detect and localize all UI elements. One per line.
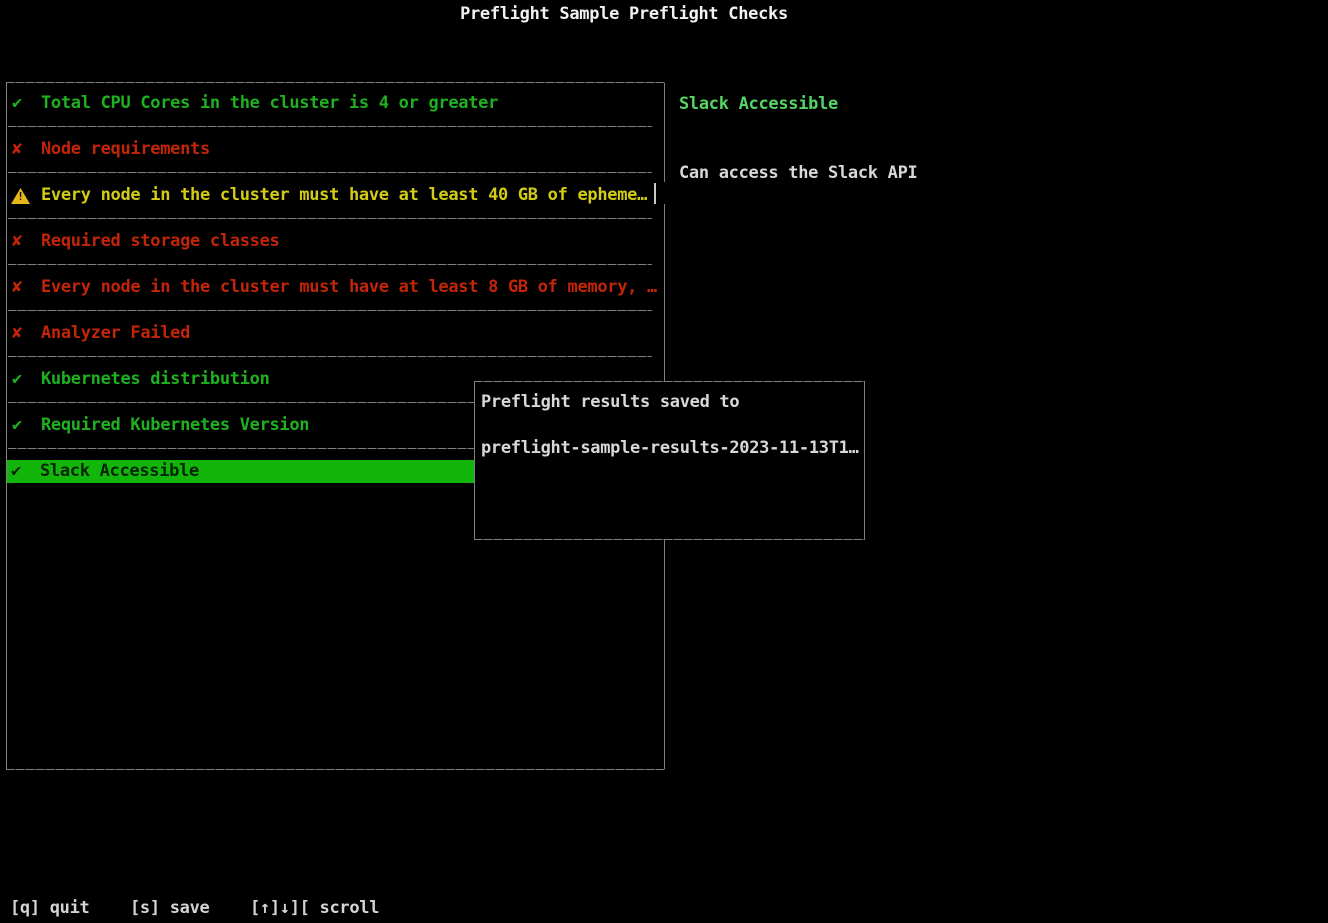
check-label: Node requirements xyxy=(41,139,210,159)
check-row[interactable]: ✔ Required Kubernetes Version xyxy=(8,414,663,437)
x-icon: ✘ xyxy=(12,277,22,297)
row-separator xyxy=(8,172,652,173)
warning-icon: ! xyxy=(11,188,30,204)
check-row[interactable]: ✘ Node requirements xyxy=(8,138,663,161)
check-row[interactable]: ✘ Required storage classes xyxy=(8,230,663,253)
check-icon: ✔ xyxy=(12,369,22,389)
modal-message: Preflight results saved to xyxy=(481,392,740,412)
check-label: Every node in the cluster must have at l… xyxy=(41,277,657,297)
row-separator xyxy=(8,448,652,449)
row-separator xyxy=(8,402,652,403)
check-label: Required Kubernetes Version xyxy=(41,415,310,435)
row-separator xyxy=(8,264,652,265)
status-bar: [q] quit [s] save [↑]↓][ scroll xyxy=(0,897,1328,920)
row-separator xyxy=(8,126,652,127)
x-icon: ✘ xyxy=(12,323,22,343)
check-label: Required storage classes xyxy=(41,231,280,251)
check-row[interactable]: ✔ Total CPU Cores in the cluster is 4 or … xyxy=(8,92,663,115)
check-icon: ✔ xyxy=(12,415,22,435)
x-icon: ✘ xyxy=(12,139,22,159)
row-separator xyxy=(8,218,652,219)
modal-filename: preflight-sample-results-2023-11-13T1… xyxy=(481,438,859,458)
save-results-modal: Preflight results saved to preflight-sam… xyxy=(474,381,865,540)
save-hint: [s] save xyxy=(130,898,210,918)
check-label: Slack Accessible xyxy=(40,461,199,481)
check-label: Every node in the cluster must have at l… xyxy=(41,185,648,205)
detail-message: Can access the Slack API xyxy=(679,163,918,183)
cursor-line xyxy=(654,183,656,204)
check-row[interactable]: ✘ Every node in the cluster must have at … xyxy=(8,276,663,299)
x-icon: ✘ xyxy=(12,231,22,251)
check-icon: ✔ xyxy=(11,461,21,481)
check-label: Analyzer Failed xyxy=(41,323,191,343)
check-label: Kubernetes distribution xyxy=(41,369,270,389)
check-row[interactable]: ✘ Analyzer Failed xyxy=(8,322,663,345)
warning-exclamation: ! xyxy=(17,190,24,203)
app-title: Preflight Sample Preflight Checks xyxy=(460,4,788,24)
quit-hint: [q] quit xyxy=(10,898,90,918)
check-row[interactable]: ✔ Kubernetes distribution xyxy=(8,368,663,391)
row-separator xyxy=(8,356,652,357)
check-row[interactable]: ! Every node in the cluster must have at … xyxy=(8,184,663,207)
check-icon: ✔ xyxy=(12,93,22,113)
row-separator xyxy=(8,310,652,311)
detail-title: Slack Accessible xyxy=(679,94,838,114)
check-label: Total CPU Cores in the cluster is 4 or g… xyxy=(41,93,499,113)
scroll-hint: [↑]↓][ scroll xyxy=(250,898,380,918)
border-gap xyxy=(663,182,669,204)
